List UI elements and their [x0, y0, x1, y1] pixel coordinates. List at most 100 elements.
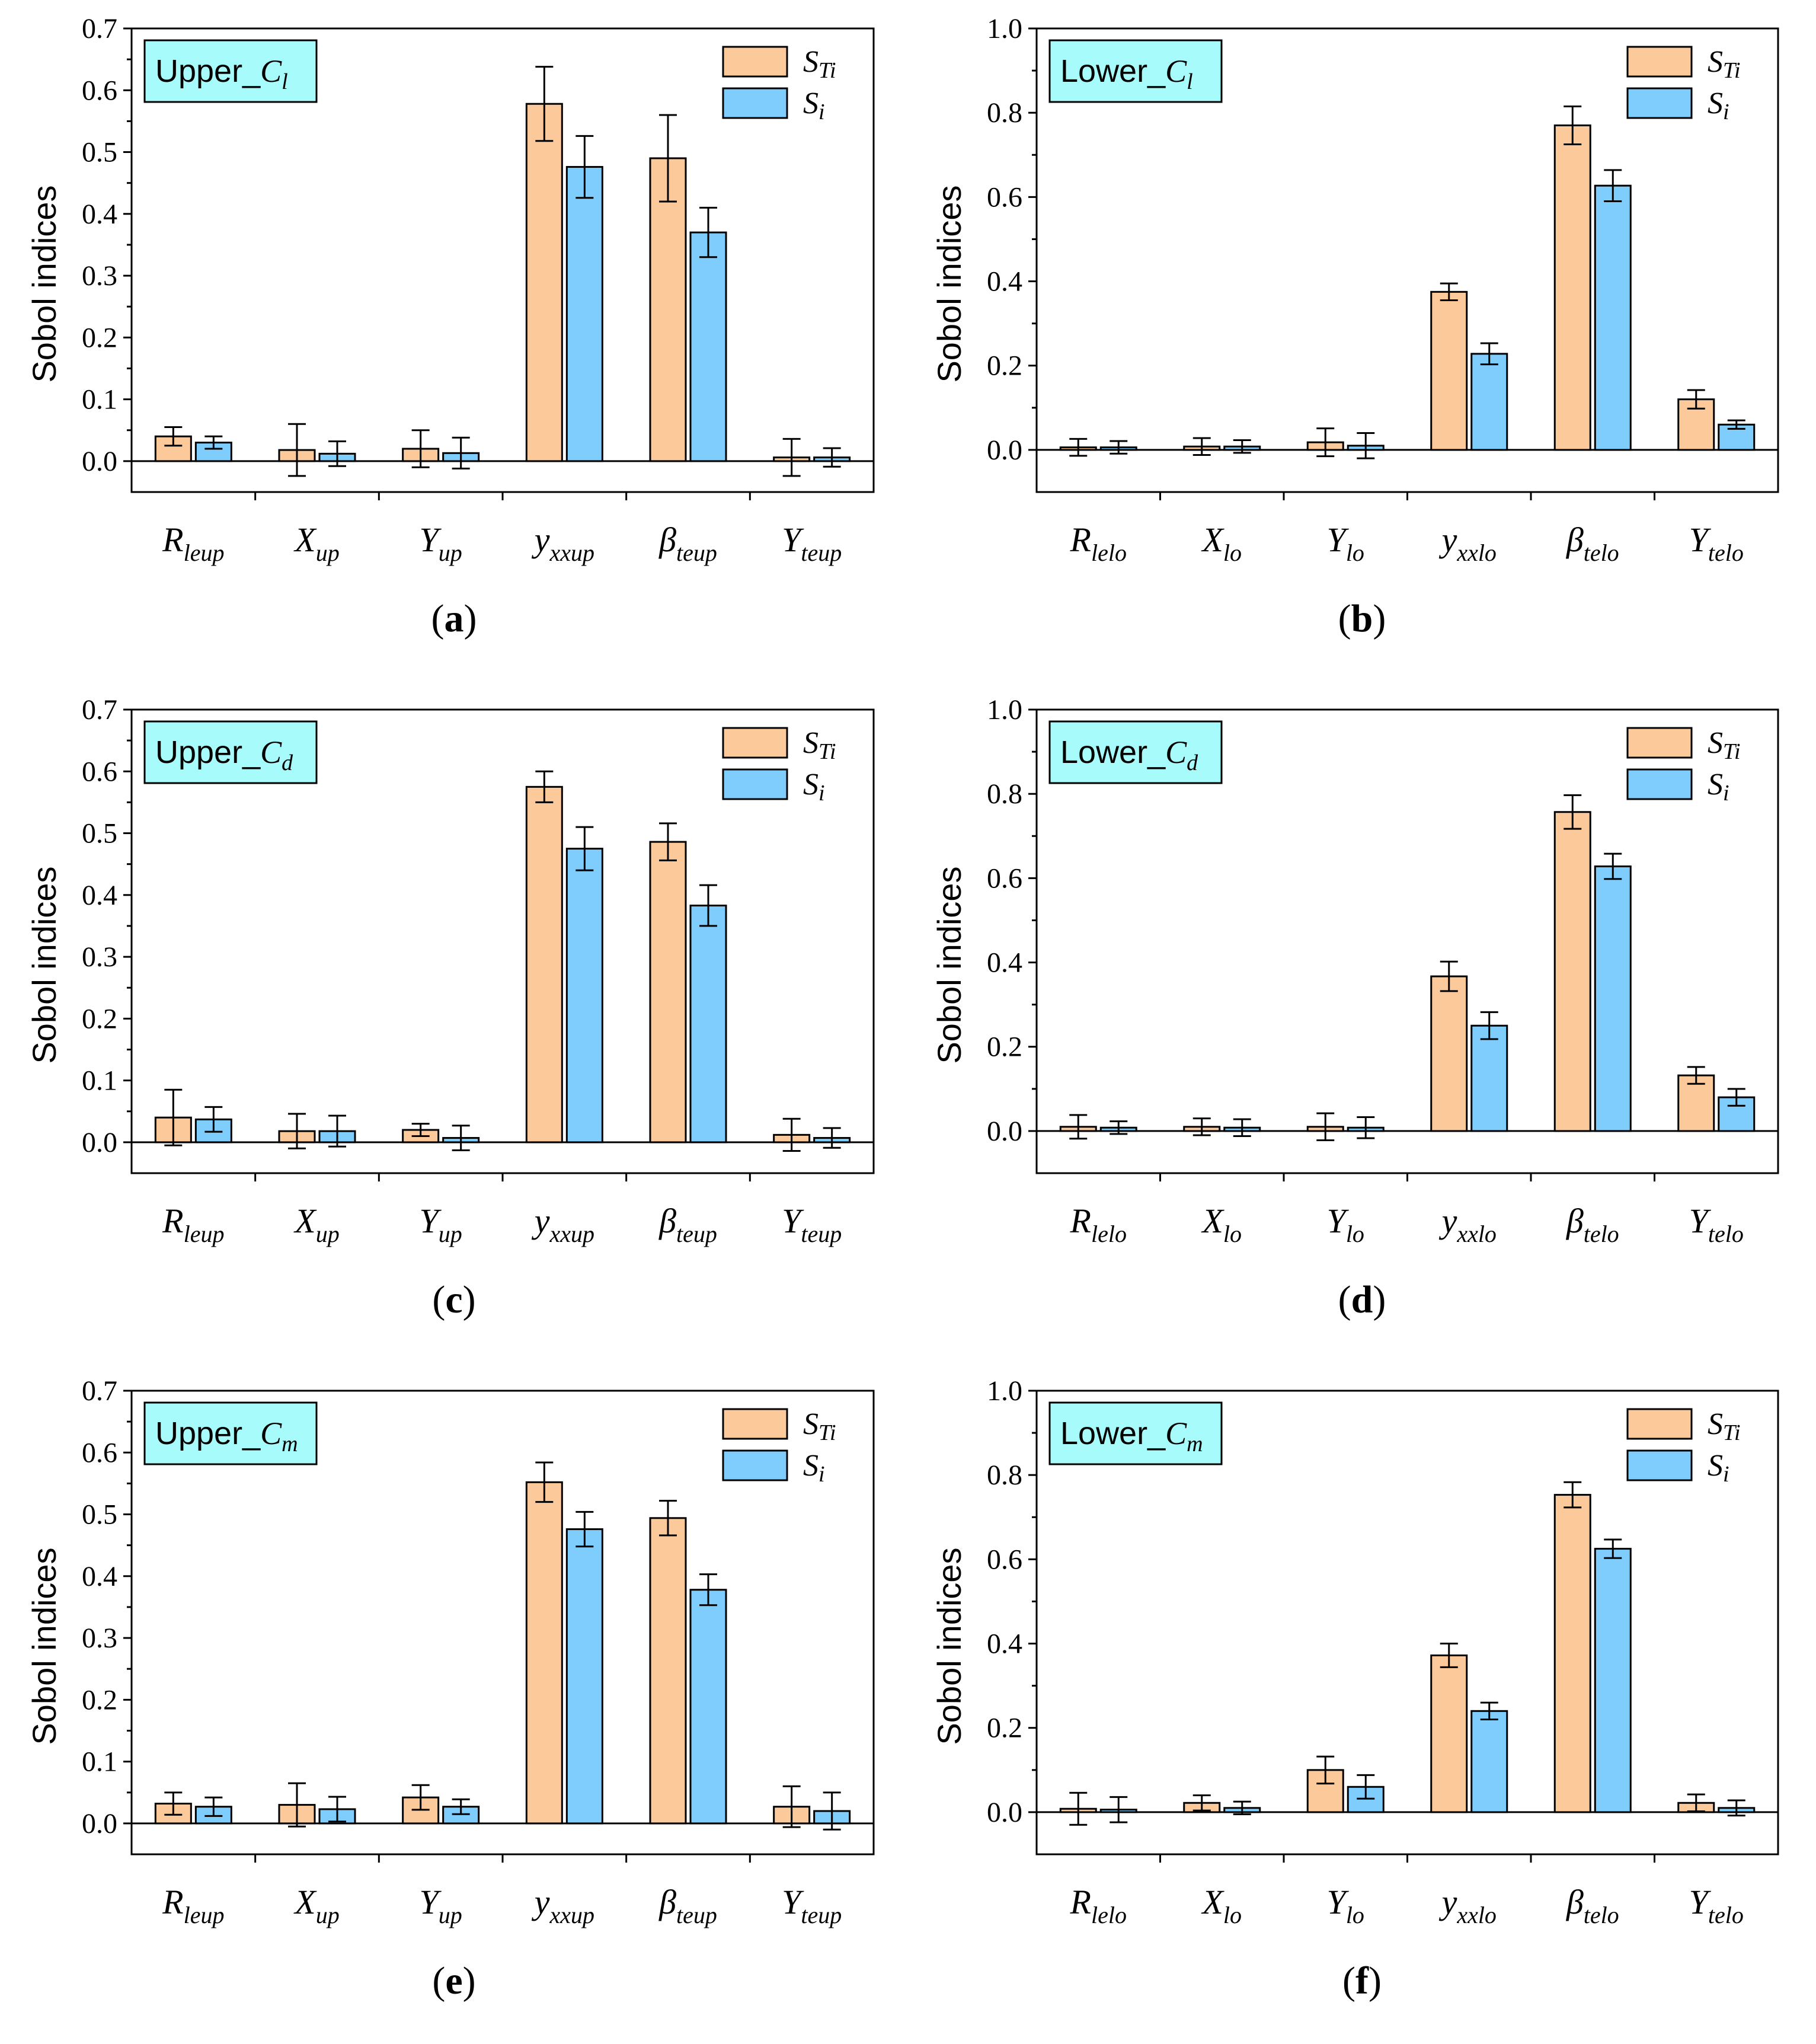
chart-panel-d: 0.0 0.2 0.4 0.6 0.8 1.0 Rlelo Xlo Ylo yxxlo βtelo Y… — [908, 681, 1816, 1362]
x-tick-subscript: xxlo — [1456, 1902, 1497, 1928]
x-tick-subscript: teup — [676, 539, 717, 566]
plot-frame — [130, 708, 875, 1174]
x-tick-subscript: leup — [184, 539, 225, 566]
panel-caption: (c) — [432, 1278, 476, 1321]
y-tick-label: 0.3 — [82, 941, 117, 973]
chart-panel-c: 0.0 0.1 0.2 0.3 0.4 0.5 0.6 0.7 Rleup Xup Yup yxxup… — [0, 681, 908, 1362]
x-tick-label: Rleup — [162, 1883, 224, 1928]
legend: STi Si — [722, 45, 836, 124]
y-tick-label: 1.0 — [987, 1375, 1022, 1407]
title-italic: C — [1165, 734, 1187, 770]
panel-caption: (b) — [1338, 597, 1386, 640]
panel-caption: (a) — [431, 597, 477, 640]
x-tick-main: y — [1439, 1202, 1457, 1240]
y-tick-label: 0.2 — [987, 1031, 1022, 1063]
title-subscript: m — [1187, 1432, 1203, 1457]
x-tick-label: yxxup — [532, 520, 594, 566]
y-tick-label: 0.3 — [82, 260, 117, 292]
x-tick-subscript: lelo — [1091, 1221, 1127, 1247]
x-tick-label: βtelo — [1566, 1202, 1619, 1247]
y-tick-label: 0.7 — [82, 1375, 117, 1407]
x-tick-label: Yteup — [782, 1202, 842, 1247]
x-tick-subscript: xxlo — [1456, 539, 1497, 566]
legend-swatch-sti — [1626, 727, 1693, 759]
legend-main: S — [1708, 726, 1723, 760]
x-tick-subscript: xxlo — [1456, 1221, 1497, 1247]
x-tick-subscript: leup — [184, 1221, 225, 1247]
title-main: Upper_ — [155, 734, 261, 770]
legend-swatch-si — [1626, 87, 1693, 119]
x-tick-subscript: up — [316, 1902, 340, 1928]
y-tick-label: 0.0 — [82, 1808, 117, 1839]
title-subscript: m — [282, 1432, 298, 1457]
legend-main: S — [1708, 1449, 1723, 1483]
chart-panel-e: 0.0 0.1 0.2 0.3 0.4 0.5 0.6 0.7 Rleup Xup Yup yxxup… — [0, 1362, 908, 2043]
legend-label-sti: STi — [803, 45, 836, 83]
x-tick-main: y — [1439, 1883, 1457, 1921]
title-main: Lower_ — [1060, 734, 1166, 770]
legend-swatch-si — [1626, 768, 1693, 800]
y-tick-label: 0.4 — [987, 266, 1022, 298]
y-tick-label: 0.7 — [82, 694, 117, 726]
x-tick-subscript: teup — [676, 1902, 717, 1928]
x-tick-subscript: up — [439, 539, 462, 566]
y-tick-label: 0.0 — [82, 1127, 117, 1158]
y-axis-label: Sobol indices — [25, 1547, 63, 1745]
x-tick-label: βteup — [658, 1883, 717, 1928]
x-tick-label: Rleup — [162, 520, 224, 566]
x-tick-subscript: teup — [676, 1221, 717, 1247]
x-tick-main: X — [1201, 520, 1224, 559]
x-tick-subscript: xxup — [549, 539, 594, 566]
x-tick-subscript: leup — [184, 1902, 225, 1928]
x-tick-main: R — [1070, 1883, 1091, 1921]
y-tick-label: 0.8 — [987, 778, 1022, 810]
bar-si — [689, 231, 727, 462]
x-tick-subscript: lo — [1223, 1902, 1242, 1928]
panel-caption: (e) — [432, 1959, 476, 2003]
x-tick-subscript: xxup — [549, 1902, 594, 1928]
chart-panel-a: 0.0 0.1 0.2 0.3 0.4 0.5 0.6 0.7 Rleup Xup Yup yxxup… — [0, 0, 908, 681]
x-tick-main: X — [1201, 1883, 1224, 1921]
legend-swatch-sti — [722, 1408, 788, 1440]
title-box-background — [1048, 39, 1223, 103]
y-tick-label: 0.2 — [82, 1684, 117, 1716]
x-tick-main: Y — [1689, 1202, 1712, 1240]
plot-frame — [1035, 27, 1779, 493]
legend-subscript: i — [819, 1462, 825, 1487]
title-main: Lower_ — [1060, 53, 1166, 89]
x-tick-main: β — [1566, 1202, 1584, 1240]
x-tick-subscript: lo — [1346, 539, 1364, 566]
x-tick-main: Y — [420, 1883, 442, 1921]
legend-main: S — [803, 87, 819, 120]
title-subscript: l — [282, 69, 288, 94]
x-tick-main: X — [293, 1883, 317, 1921]
panel-caption: (f) — [1342, 1959, 1382, 2003]
x-tick-main: β — [1566, 1883, 1584, 1921]
y-axis-label: Sobol indices — [931, 185, 968, 382]
x-tick-label: Xlo — [1201, 520, 1242, 566]
legend-main: S — [803, 1449, 819, 1483]
legend-main: S — [803, 726, 819, 760]
x-tick-label: Ylo — [1327, 1883, 1364, 1928]
x-tick-subscript: telo — [1708, 1902, 1744, 1928]
x-tick-subscript: telo — [1584, 1902, 1619, 1928]
x-tick-main: y — [532, 520, 550, 559]
x-tick-subscript: lo — [1223, 1221, 1242, 1247]
x-tick-subscript: lo — [1346, 1902, 1364, 1928]
legend-subscript: i — [819, 100, 825, 124]
x-tick-subscript: lelo — [1091, 539, 1127, 566]
y-tick-label: 0.8 — [987, 1459, 1022, 1491]
title-box-background — [143, 1401, 318, 1465]
x-tick-main: Y — [1327, 1883, 1350, 1921]
x-tick-subscript: up — [439, 1902, 462, 1928]
x-tick-main: Y — [782, 1883, 804, 1921]
bar-sti — [649, 841, 687, 1144]
legend-label-sti: STi — [803, 1407, 836, 1445]
y-axis-label: Sobol indices — [931, 866, 968, 1063]
bar-sti — [649, 1517, 687, 1825]
y-tick-label: 0.0 — [82, 446, 117, 477]
